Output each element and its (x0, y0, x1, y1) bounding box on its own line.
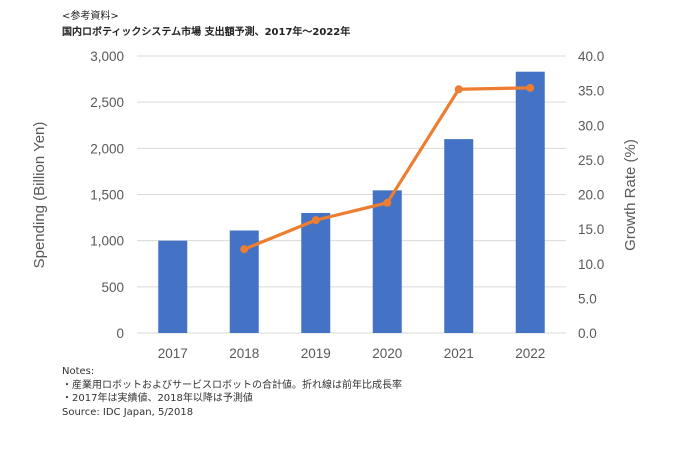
y2-tick-label: 20.0 (578, 188, 604, 203)
bar-2017 (158, 240, 188, 333)
y2-tick-label: 10.0 (578, 257, 604, 272)
growth-rate-point (454, 85, 463, 94)
bar-2020 (372, 190, 402, 333)
growth-rate-point (240, 245, 249, 254)
chart-title: 国内ロボティックシステム市場 支出額予測、2017年～2022年 (62, 27, 351, 38)
y-tick-label: 500 (101, 280, 124, 295)
line-series (240, 83, 535, 254)
y2-tick-label: 25.0 (578, 153, 604, 168)
x-tick-label: 2019 (301, 346, 331, 361)
growth-rate-point (383, 198, 392, 207)
gridlines (137, 55, 566, 334)
bar-2019 (301, 212, 331, 333)
x-tick-label: 2018 (229, 346, 259, 361)
notes-heading: Notes: (62, 366, 95, 377)
y-tick-label: 0 (116, 326, 124, 341)
bar-series (158, 71, 545, 334)
y-tick-label: 3,000 (90, 49, 124, 64)
y-axis-right-ticks: 0.0 5.0 10.0 15.0 20.0 25.0 30.0 35.0 40.0 (578, 49, 604, 341)
y-tick-label: 1,000 (90, 234, 124, 249)
y-tick-label: 2,000 (90, 141, 124, 156)
y2-tick-label: 30.0 (578, 118, 604, 133)
x-tick-label: 2021 (444, 346, 474, 361)
bar-2021 (444, 139, 474, 333)
y2-tick-label: 35.0 (578, 84, 604, 99)
y2-tick-label: 40.0 (578, 49, 604, 64)
note-item: ・産業用ロボットおよびサービスロボットの合計値。折れ線は前年比成長率 (62, 379, 402, 391)
notes: Notes: ・産業用ロボットおよびサービスロボットの合計値。折れ線は前年比成長… (62, 365, 402, 419)
x-tick-label: 2022 (515, 346, 545, 361)
x-tick-label: 2017 (158, 346, 188, 361)
x-tick-label: 2020 (372, 346, 402, 361)
y-axis-left-ticks: 0 500 1,000 1,500 2,000 2,500 3,000 (90, 49, 124, 341)
growth-rate-point (311, 216, 320, 225)
note-item: ・2017年は実績値、2018年以降は予測値 (62, 393, 253, 404)
x-axis-ticks: 2017 2018 2019 2020 2021 2022 (158, 346, 546, 361)
growth-rate-point (526, 83, 535, 92)
y-tick-label: 2,500 (90, 95, 124, 110)
bar-2022 (515, 71, 545, 334)
reference-label: <参考資料> (62, 11, 119, 22)
y2-tick-label: 0.0 (578, 326, 597, 341)
y-axis-right-label: Growth Rate (%) (622, 139, 639, 251)
y-axis-left-label: Spending (Billion Yen) (31, 122, 48, 269)
source-text: Source: IDC Japan, 5/2018 (62, 406, 194, 418)
y2-tick-label: 15.0 (578, 222, 604, 237)
y-tick-label: 1,500 (90, 188, 124, 203)
y2-tick-label: 5.0 (578, 291, 597, 306)
